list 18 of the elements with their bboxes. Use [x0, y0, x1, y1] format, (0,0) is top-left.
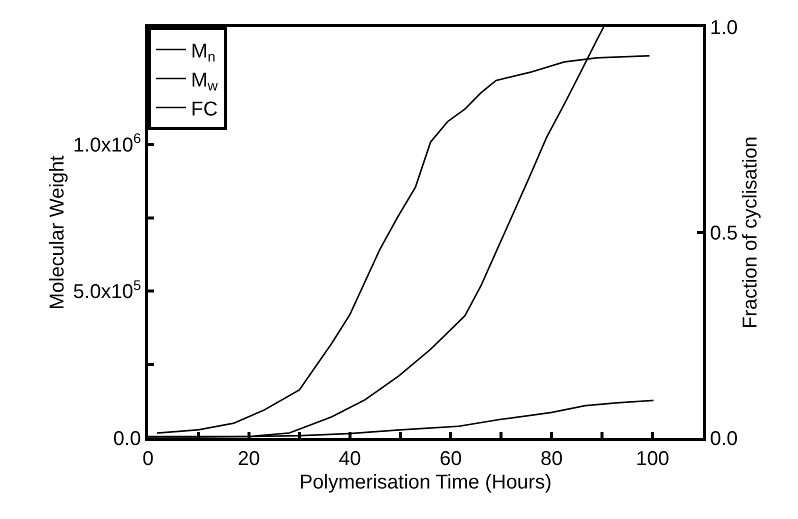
y2-axis-title: Fraction of cyclisation	[739, 136, 762, 329]
x-tick-label: 100	[636, 448, 670, 470]
y-tick-label: 1.0x10$^{6}$	[73, 130, 142, 156]
x-tick-label: 20	[238, 448, 260, 470]
x-tick-label: 40	[338, 448, 361, 470]
legend-label: M$_{w}$	[191, 69, 219, 94]
legend-label: M$_{n}$	[191, 40, 216, 64]
y2-tick-label: 1.0	[710, 17, 738, 39]
y-tick-label: 5.0x10$^{5}$	[73, 276, 142, 304]
y2-tick-label: 0.5	[710, 222, 738, 244]
x-tick-label: 60	[440, 448, 462, 470]
x-tick-label: 80	[540, 448, 563, 470]
legend-label: FC	[191, 98, 218, 120]
y-tick-label: 0.0	[113, 428, 141, 450]
y2-tick-label: 0.0	[710, 428, 738, 450]
y-axis-title: Molecular Weight	[46, 154, 69, 310]
x-axis-title: Polymerisation Time (Hours)	[299, 472, 552, 494]
x-tick-label: 0	[142, 448, 154, 470]
